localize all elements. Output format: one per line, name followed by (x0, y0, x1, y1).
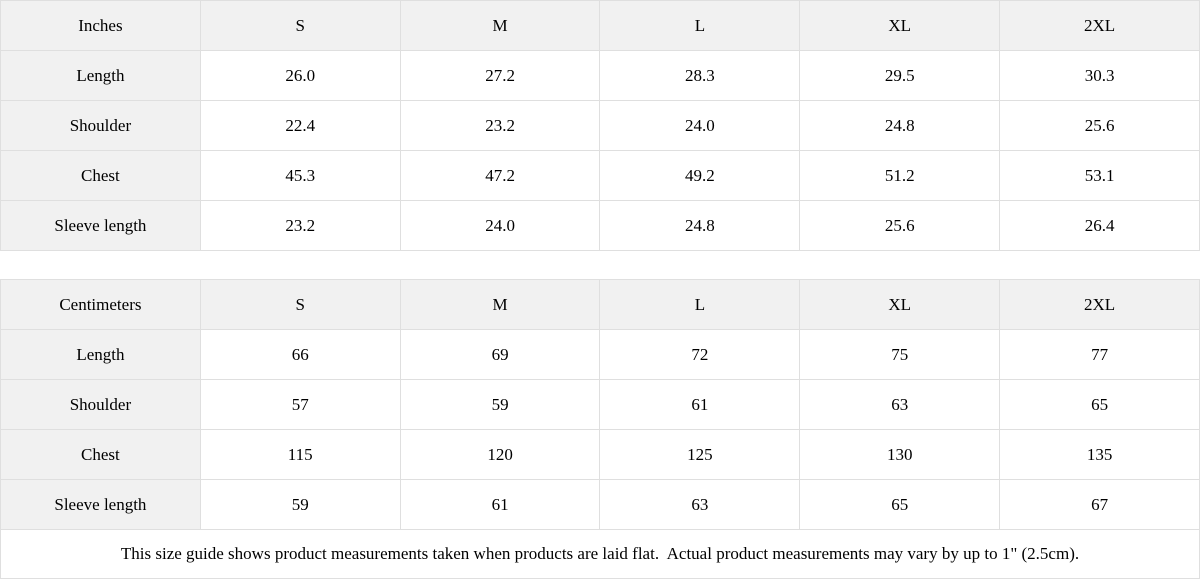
inches-table-row: Chest 45.3 47.2 49.2 51.2 53.1 (0, 150, 1200, 201)
inches-value-cell: 28.3 (599, 50, 801, 101)
inches-size-header-cell: M (399, 0, 601, 51)
centimeters-table-row: Chest 115 120 125 130 135 (0, 429, 1200, 480)
table-spacer-cell (0, 250, 1200, 280)
table-spacer-row (0, 250, 1200, 280)
centimeters-size-header-cell: L (599, 279, 801, 330)
inches-size-header-cell: S (199, 0, 401, 51)
note-row: This size guide shows product measuremen… (0, 529, 1200, 579)
centimeters-value-cell: 135 (999, 429, 1200, 480)
centimeters-size-header-cell: 2XL (999, 279, 1200, 330)
inches-value-cell: 29.5 (799, 50, 1001, 101)
inches-size-header-cell: 2XL (999, 0, 1200, 51)
inches-row-label-cell: Chest (0, 150, 201, 201)
centimeters-value-cell: 120 (399, 429, 601, 480)
inches-table-row: Length 26.0 27.2 28.3 29.5 30.3 (0, 50, 1200, 101)
centimeters-table-row: Shoulder 57 59 61 63 65 (0, 379, 1200, 430)
centimeters-table-row: Length 66 69 72 75 77 (0, 329, 1200, 380)
centimeters-value-cell: 57 (199, 379, 401, 430)
centimeters-header-row: Centimeters S M L XL 2XL (0, 279, 1200, 330)
centimeters-value-cell: 72 (599, 329, 801, 380)
inches-value-cell: 24.8 (599, 200, 801, 251)
centimeters-value-cell: 125 (599, 429, 801, 480)
size-guide-footer: This size guide shows product measuremen… (0, 529, 1200, 579)
inches-value-cell: 45.3 (199, 150, 401, 201)
size-guide-body: Inches S M L XL 2XL Length 26.0 27.2 28.3 29.5 30.3… (0, 0, 1200, 530)
centimeters-row-label-cell: Sleeve length (0, 479, 201, 530)
centimeters-value-cell: 130 (799, 429, 1001, 480)
centimeters-value-cell: 65 (799, 479, 1001, 530)
inches-value-cell: 25.6 (999, 100, 1200, 151)
inches-value-cell: 23.2 (199, 200, 401, 251)
inches-value-cell: 26.0 (199, 50, 401, 101)
inches-value-cell: 49.2 (599, 150, 801, 201)
inches-value-cell: 30.3 (999, 50, 1200, 101)
centimeters-value-cell: 65 (999, 379, 1200, 430)
inches-value-cell: 47.2 (399, 150, 601, 201)
inches-value-cell: 24.8 (799, 100, 1001, 151)
inches-row-label-cell: Length (0, 50, 201, 101)
inches-value-cell: 27.2 (399, 50, 601, 101)
inches-value-cell: 24.0 (599, 100, 801, 151)
centimeters-value-cell: 59 (399, 379, 601, 430)
centimeters-value-cell: 63 (799, 379, 1001, 430)
centimeters-value-cell: 75 (799, 329, 1001, 380)
inches-row-label-cell: Sleeve length (0, 200, 201, 251)
centimeters-size-header-cell: S (199, 279, 401, 330)
centimeters-row-label-cell: Length (0, 329, 201, 380)
centimeters-unit-header-cell: Centimeters (0, 279, 201, 330)
inches-value-cell: 23.2 (399, 100, 601, 151)
inches-size-header-cell: XL (799, 0, 1001, 51)
centimeters-row-label-cell: Shoulder (0, 379, 201, 430)
centimeters-value-cell: 61 (599, 379, 801, 430)
centimeters-value-cell: 77 (999, 329, 1200, 380)
inches-value-cell: 51.2 (799, 150, 1001, 201)
inches-table-row: Shoulder 22.4 23.2 24.0 24.8 25.6 (0, 100, 1200, 151)
centimeters-size-header-cell: M (399, 279, 601, 330)
centimeters-value-cell: 59 (199, 479, 401, 530)
size-guide-note: This size guide shows product measuremen… (0, 529, 1200, 579)
centimeters-value-cell: 69 (399, 329, 601, 380)
inches-size-header-cell: L (599, 0, 801, 51)
centimeters-value-cell: 115 (199, 429, 401, 480)
inches-header-row: Inches S M L XL 2XL (0, 0, 1200, 51)
centimeters-table-row: Sleeve length 59 61 63 65 67 (0, 479, 1200, 530)
centimeters-value-cell: 63 (599, 479, 801, 530)
centimeters-value-cell: 61 (399, 479, 601, 530)
inches-value-cell: 26.4 (999, 200, 1200, 251)
inches-value-cell: 53.1 (999, 150, 1200, 201)
centimeters-size-header-cell: XL (799, 279, 1001, 330)
inches-row-label-cell: Shoulder (0, 100, 201, 151)
inches-value-cell: 24.0 (399, 200, 601, 251)
inches-unit-header-cell: Inches (0, 0, 201, 51)
inches-value-cell: 22.4 (199, 100, 401, 151)
centimeters-value-cell: 67 (999, 479, 1200, 530)
inches-value-cell: 25.6 (799, 200, 1001, 251)
centimeters-value-cell: 66 (199, 329, 401, 380)
centimeters-row-label-cell: Chest (0, 429, 201, 480)
inches-table-row: Sleeve length 23.2 24.0 24.8 25.6 26.4 (0, 200, 1200, 251)
